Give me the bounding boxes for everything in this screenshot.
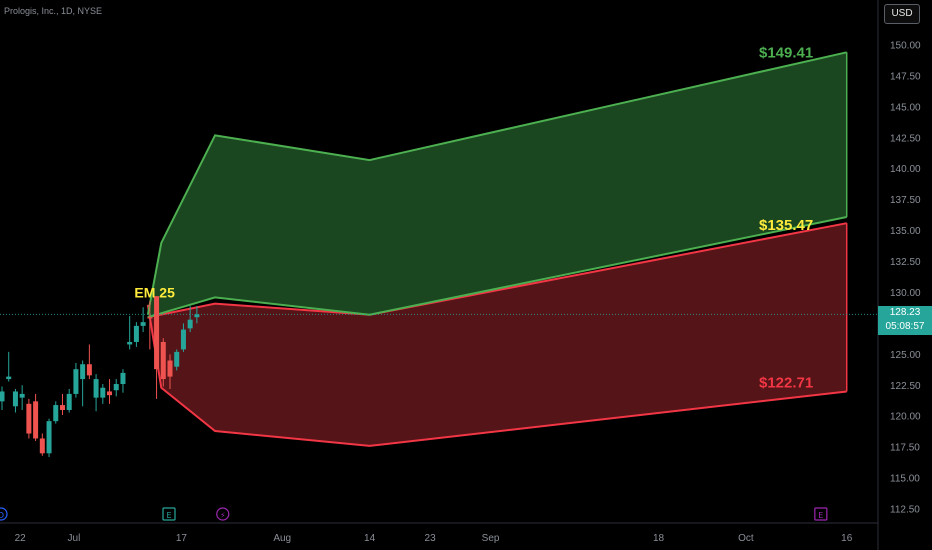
candle-body xyxy=(127,341,133,345)
y-tick-label: 120.00 xyxy=(890,412,921,423)
earnings-icon[interactable]: E xyxy=(814,507,828,521)
y-tick-label: 135.00 xyxy=(890,226,921,237)
candle-body xyxy=(26,403,32,434)
x-tick-label: 17 xyxy=(176,533,188,544)
candle-body xyxy=(147,317,153,319)
candle-body xyxy=(187,319,193,329)
em-label: EM 25 xyxy=(134,285,175,301)
y-tick-label: 150.00 xyxy=(890,41,921,52)
svg-text:E: E xyxy=(818,511,823,520)
x-tick-label: Aug xyxy=(273,533,291,544)
last-price-value: 128.23 xyxy=(889,307,921,318)
bar-countdown: 05:08:57 xyxy=(885,321,925,332)
candle-body xyxy=(194,314,200,318)
y-tick-label: 140.00 xyxy=(890,164,921,175)
candle-body xyxy=(180,329,186,350)
x-tick-label: 18 xyxy=(653,533,665,544)
candle-body xyxy=(39,438,45,454)
candle-body xyxy=(133,325,139,342)
candle-body xyxy=(167,360,173,377)
upper-price-label: $149.41 xyxy=(759,44,813,61)
split-icon[interactable]: ⚡ xyxy=(216,507,230,521)
candle-body xyxy=(53,405,59,422)
svg-text:⚡: ⚡ xyxy=(220,511,226,520)
svg-text:E: E xyxy=(166,511,171,520)
x-tick-label: 14 xyxy=(364,533,376,544)
candle-body xyxy=(154,296,160,370)
y-tick-label: 142.50 xyxy=(890,133,921,144)
candle-body xyxy=(93,379,99,398)
x-tick-label: 22 xyxy=(15,533,27,544)
candle-body xyxy=(6,376,12,380)
candle-body xyxy=(86,364,92,376)
candle-body xyxy=(160,341,166,380)
candle-body xyxy=(12,391,18,407)
earnings-icon[interactable]: E xyxy=(162,507,176,521)
y-tick-label: 147.50 xyxy=(890,71,921,82)
candle-body xyxy=(33,401,39,439)
x-tick-label: 23 xyxy=(425,533,437,544)
candle-body xyxy=(113,384,119,391)
x-tick-label: Sep xyxy=(482,533,500,544)
currency-button[interactable]: USD xyxy=(884,4,920,24)
y-tick-label: 125.00 xyxy=(890,350,921,361)
y-tick-label: 132.50 xyxy=(890,257,921,268)
y-tick-label: 122.50 xyxy=(890,381,921,392)
candle-body xyxy=(80,364,86,380)
x-tick-label: 16 xyxy=(841,533,853,544)
candle-body xyxy=(19,393,25,398)
candle-body xyxy=(59,405,65,411)
candle-body xyxy=(73,369,79,394)
y-tick-label: 117.50 xyxy=(890,443,920,454)
y-tick-label: 130.00 xyxy=(890,288,921,299)
candle-body xyxy=(46,421,52,454)
y-tick-label: 112.50 xyxy=(890,505,920,516)
x-tick-label: Oct xyxy=(738,533,754,544)
last-price-tag: 128.23 05:08:57 xyxy=(878,306,932,335)
y-tick-label: 137.50 xyxy=(890,195,921,206)
y-tick-label: 115.00 xyxy=(890,474,920,485)
lower-band-area xyxy=(147,223,847,446)
lower-price-label: $122.71 xyxy=(759,375,813,392)
dividend-icon[interactable]: D xyxy=(0,507,8,521)
upper-band-area xyxy=(147,52,847,318)
svg-text:D: D xyxy=(0,511,4,520)
symbol-title: Prologis, Inc., 1D, NYSE xyxy=(4,6,103,16)
upper-band-inner-line xyxy=(147,216,847,319)
y-tick-label: 145.00 xyxy=(890,102,921,113)
x-tick-label: Jul xyxy=(68,533,81,544)
candle-body xyxy=(174,351,180,367)
mid-price-label: $135.47 xyxy=(759,217,813,234)
candle-body xyxy=(140,322,146,326)
candle-body xyxy=(0,391,5,402)
upper-band-outer-line xyxy=(146,51,847,315)
candle-body xyxy=(120,372,126,385)
candle-body xyxy=(100,387,106,398)
lower-band-inner-line xyxy=(147,222,847,319)
candle-body xyxy=(66,393,72,411)
candle-body xyxy=(107,391,113,396)
